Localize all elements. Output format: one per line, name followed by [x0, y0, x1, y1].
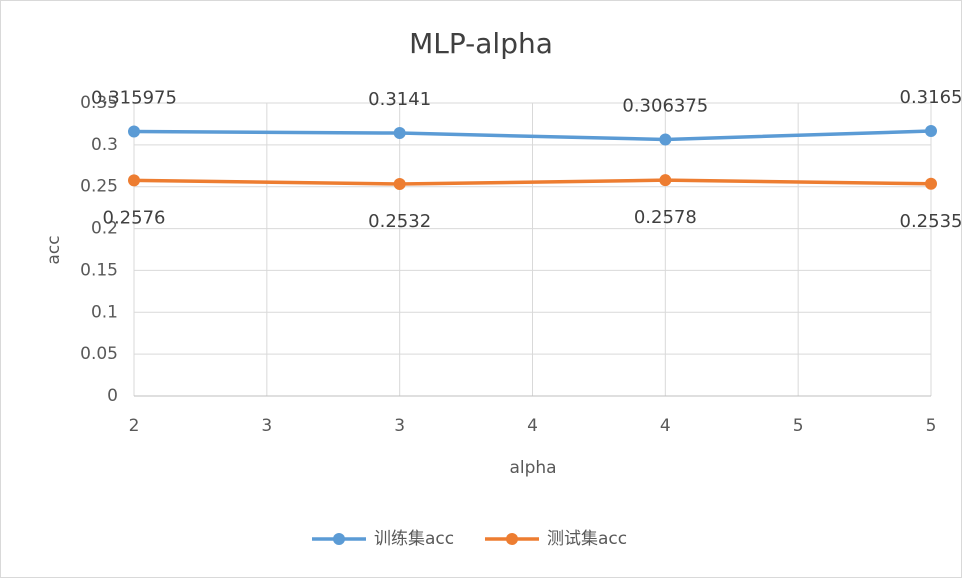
data-point [659, 133, 672, 146]
legend-label: 测试集acc [547, 529, 627, 549]
x-tick-label: 5 [926, 416, 937, 436]
y-tick-label: 0.05 [80, 344, 118, 364]
data-point [128, 174, 140, 187]
x-tick-label: 3 [394, 416, 405, 436]
data-label: 0.2535 [900, 211, 962, 232]
y-tick-label: 0.15 [80, 260, 118, 280]
data-label: 0.3141 [368, 89, 431, 110]
data-point [925, 125, 937, 138]
y-tick-label: 0.1 [91, 302, 118, 322]
x-tick-label: 2 [129, 416, 140, 436]
legend-marker [333, 533, 345, 545]
x-tick-label: 3 [261, 416, 272, 436]
series-line [133, 129, 932, 142]
data-label: 0.3165 [900, 87, 962, 108]
data-label: 0.2578 [634, 207, 697, 228]
data-label: 0.315975 [91, 87, 177, 108]
chart-title: MLP-alpha [409, 27, 553, 60]
data-label: 0.2576 [103, 207, 166, 228]
x-axis-label: alpha [509, 458, 556, 478]
data-label: 0.306375 [622, 96, 708, 117]
y-axis-label: acc [44, 235, 64, 264]
data-point [393, 178, 406, 191]
data-point [925, 177, 937, 190]
data-point [393, 127, 406, 140]
x-tick-label: 5 [793, 416, 804, 436]
data-point [128, 125, 140, 138]
y-tick-label: 0.2 [91, 219, 118, 239]
series-line [133, 178, 932, 186]
y-tick-label: 0.25 [80, 177, 118, 197]
legend-label: 训练集acc [374, 529, 454, 549]
data-point [659, 174, 672, 187]
data-label: 0.2532 [368, 211, 431, 232]
y-tick-label: 0.35 [80, 93, 118, 113]
x-tick-label: 4 [527, 416, 538, 436]
x-tick-label: 4 [660, 416, 671, 436]
y-tick-label: 0 [107, 386, 118, 406]
legend-marker [506, 533, 518, 545]
y-tick-label: 0.3 [91, 135, 118, 155]
